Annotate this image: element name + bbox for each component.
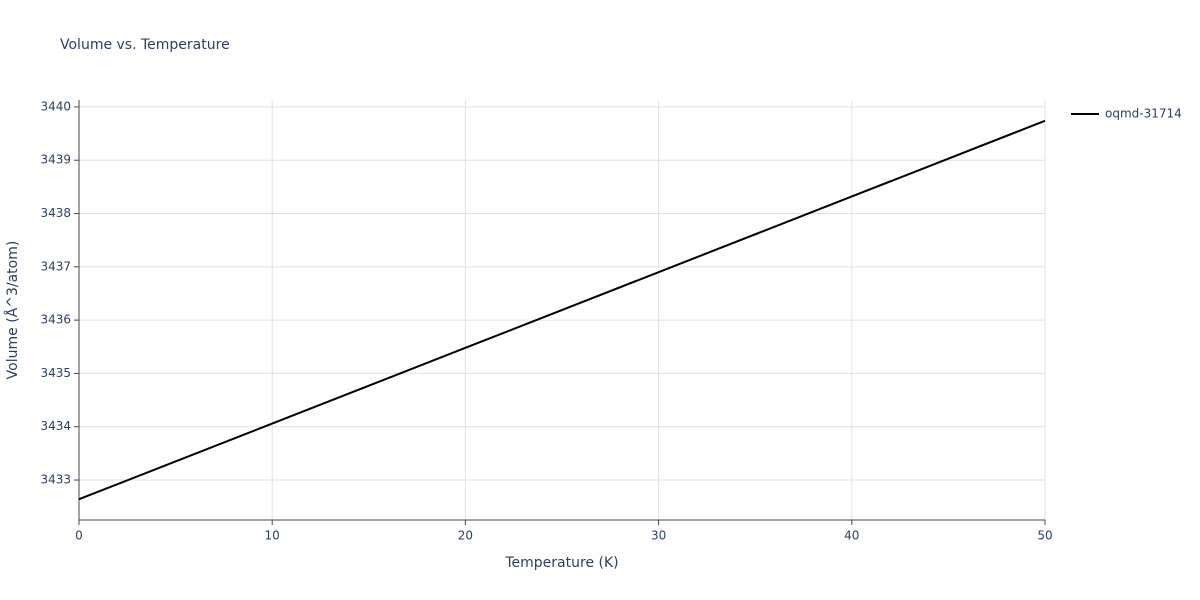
y-tick-label: 3434 [40,419,71,433]
line [78,119,1046,501]
y-tick-label: 3435 [40,366,71,380]
x-axis-label: Temperature (K) [504,555,618,571]
x-tick-label: 10 [265,529,280,543]
chart-title: Volume vs. Temperature [60,37,230,53]
y-tick-label: 3436 [40,313,71,327]
y-tick-label: 3437 [40,259,71,273]
y-axis-label: Volume (Å^3/atom) [4,241,21,380]
y-tick-label: 3439 [40,153,71,167]
y-tick-label: 3440 [40,99,71,113]
x-tick-label: 0 [75,529,83,543]
x-tick-label: 20 [458,529,473,543]
legend-label: oqmd-31714 [1105,107,1182,121]
x-tick-label: 40 [844,529,859,543]
y-tick-label: 3438 [40,206,71,220]
x-tick-label: 30 [651,529,666,543]
y-tick-label: 3433 [40,473,71,487]
x-tick-label: 50 [1037,529,1052,543]
